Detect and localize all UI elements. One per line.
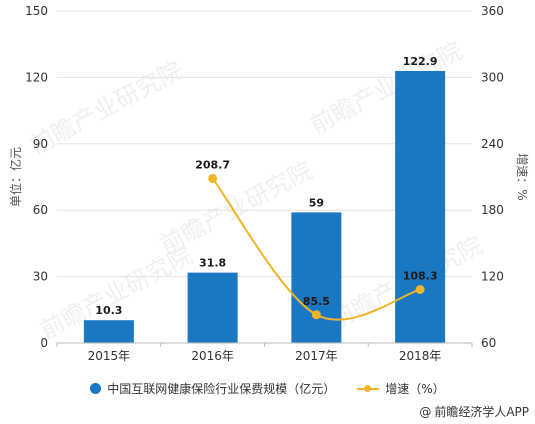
y-right-axis-title: 增速：% bbox=[515, 153, 529, 200]
y-left-tick-label: 60 bbox=[33, 203, 48, 217]
legend-bar-label: 中国互联网健康保险行业保费规模（亿元） bbox=[107, 381, 336, 396]
line-point[interactable] bbox=[311, 310, 321, 320]
legend-line-label: 增速（%） bbox=[385, 381, 445, 396]
y-right-tick-label: 300 bbox=[481, 70, 504, 84]
y-left-axis-title: 单位：亿元 bbox=[8, 147, 23, 207]
bar-value-label: 31.8 bbox=[199, 257, 226, 270]
legend: 中国互联网健康保险行业保费规模（亿元） 增速（%） bbox=[0, 378, 535, 398]
legend-item-line[interactable]: 增速（%） bbox=[357, 380, 445, 397]
line-value-label: 85.5 bbox=[303, 295, 330, 308]
y-left-tick-label: 150 bbox=[25, 4, 48, 18]
bar[interactable] bbox=[395, 70, 446, 344]
line-point[interactable] bbox=[415, 285, 425, 295]
bar[interactable] bbox=[187, 272, 238, 343]
y-right-tick-label: 120 bbox=[481, 270, 504, 284]
y-left-tick-label: 90 bbox=[33, 137, 48, 151]
y-left-tick-label: 120 bbox=[25, 70, 48, 84]
y-right-tick-label: 240 bbox=[481, 137, 504, 151]
x-tick-label: 2018年 bbox=[399, 349, 442, 363]
source-credit: @ 前瞻经济学人APP bbox=[419, 403, 529, 420]
y-right-tick-label: 180 bbox=[481, 203, 504, 217]
y-left-tick-label: 30 bbox=[33, 270, 48, 284]
bar-value-label: 10.3 bbox=[95, 304, 122, 317]
legend-item-bar[interactable]: 中国互联网健康保险行业保费规模（亿元） bbox=[90, 380, 335, 397]
line-point[interactable] bbox=[208, 173, 218, 183]
y-right-tick-label: 60 bbox=[481, 336, 496, 350]
y-left-tick-label: 0 bbox=[40, 336, 48, 350]
x-tick-label: 2017年 bbox=[295, 349, 338, 363]
line-value-label: 208.7 bbox=[195, 158, 230, 171]
y-right-tick-label: 360 bbox=[481, 4, 504, 18]
bar[interactable] bbox=[83, 320, 134, 343]
source-text: 前瞻经济学人APP bbox=[434, 405, 529, 419]
x-tick-label: 2015年 bbox=[88, 349, 131, 363]
line-value-label: 108.3 bbox=[403, 270, 438, 283]
bar-value-label: 122.9 bbox=[403, 55, 438, 68]
legend-bar-swatch bbox=[90, 382, 102, 394]
legend-line-swatch bbox=[357, 383, 380, 394]
bar-value-label: 59 bbox=[309, 196, 324, 209]
copyright-icon: @ bbox=[419, 404, 432, 419]
bar[interactable] bbox=[291, 212, 342, 343]
x-tick-label: 2016年 bbox=[191, 349, 234, 363]
